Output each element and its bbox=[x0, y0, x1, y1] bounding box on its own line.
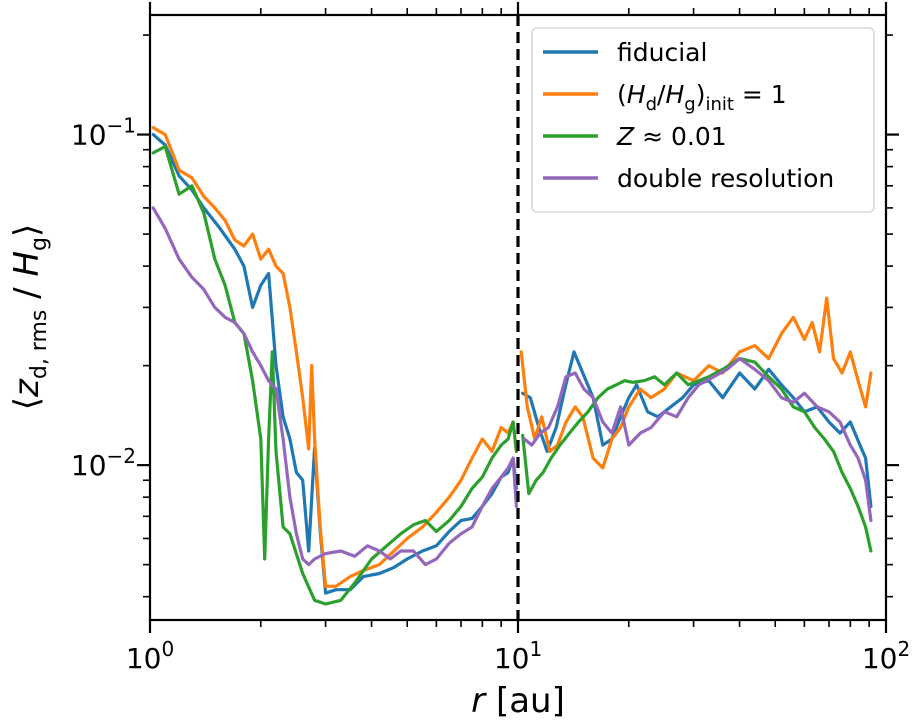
legend-label-fiducial: fiducial bbox=[617, 38, 707, 67]
x-tick-label: 101 bbox=[494, 637, 542, 675]
series-line-double_res-seg0 bbox=[151, 206, 519, 567]
y-tick-label: 10−1 bbox=[71, 114, 136, 152]
y-axis-label: ⟨zd, rms / Hg⟩ bbox=[7, 224, 52, 411]
x-tick-label: 100 bbox=[126, 637, 174, 675]
tick-labels-layer: 100 101 102 10−2 10−1 bbox=[71, 114, 910, 675]
x-tick-label: 102 bbox=[862, 637, 910, 675]
legend-label-hd_init: (Hd/Hg)init = 1 bbox=[617, 80, 787, 115]
series-line-hd_init-seg0 bbox=[151, 125, 519, 588]
legend-label-z001: Z ≈ 0.01 bbox=[616, 122, 727, 151]
series-layer bbox=[151, 125, 873, 606]
y-tick-label: 10−2 bbox=[71, 444, 136, 482]
series-line-double_res-seg1 bbox=[522, 357, 873, 523]
series-line-hd_init-seg1 bbox=[519, 296, 873, 470]
legend: fiducial (Hd/Hg)init = 1 Z ≈ 0.01 double re… bbox=[531, 27, 875, 213]
series-line-fiducial-seg1 bbox=[521, 350, 873, 508]
series-line-z001-seg0 bbox=[151, 144, 519, 606]
legend-label-double_res: double resolution bbox=[617, 164, 834, 193]
ticks-layer bbox=[137, 2, 899, 633]
series-line-z001-seg1 bbox=[521, 357, 873, 553]
legend-box bbox=[531, 27, 875, 213]
plot-frame bbox=[148, 13, 888, 622]
x-axis-label: r [au] bbox=[471, 681, 565, 721]
